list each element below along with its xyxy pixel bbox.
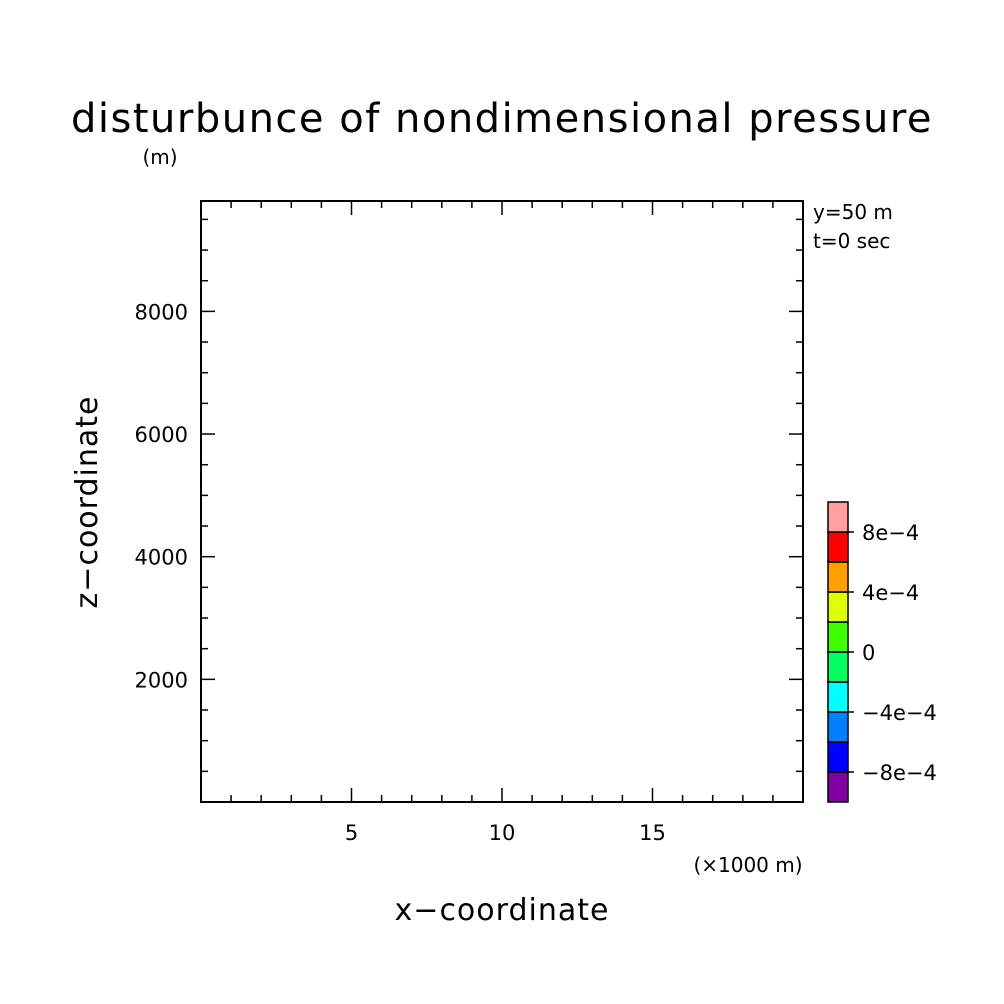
colorbar (827, 501, 849, 803)
chart-title: disturbunce of nondimensional pressure (71, 96, 933, 142)
x-tick-label: 10 (489, 821, 516, 845)
colorbar-swatch (827, 531, 849, 563)
y-tick-label: 8000 (135, 300, 188, 324)
colorbar-swatch (827, 651, 849, 683)
colorbar-swatch (827, 621, 849, 653)
colorbar-label: −8e−4 (862, 761, 937, 785)
colorbar-swatch (827, 501, 849, 533)
colorbar-swatch (827, 681, 849, 713)
colorbar-label: 4e−4 (862, 581, 919, 605)
y-tick-label: 2000 (135, 668, 188, 692)
colorbar-label: −4e−4 (862, 701, 937, 725)
colorbar-swatch (827, 711, 849, 743)
plot-frame (200, 200, 804, 803)
y-tick-labels: 2000 4000 6000 8000 (135, 300, 188, 692)
colorbar-swatch (827, 591, 849, 623)
y-tick-label: 6000 (135, 423, 188, 447)
colorbar-swatch (827, 561, 849, 593)
colorbar-label: 0 (862, 641, 875, 665)
tick-marks (201, 201, 803, 802)
colorbar-swatch (827, 771, 849, 803)
x-tick-label: 5 (345, 821, 358, 845)
annotation-time: t=0 sec (813, 229, 890, 253)
colorbar-labels: −8e−4 −4e−4 0 4e−4 8e−4 (848, 521, 937, 785)
x-axis-label: x−coordinate (395, 893, 610, 928)
y-tick-label: 4000 (135, 546, 188, 570)
x-tick-labels: 5 10 15 (345, 821, 666, 845)
x-axis-unit: (×1000 m) (693, 853, 802, 877)
x-tick-label: 15 (639, 821, 666, 845)
annotation-y-position: y=50 m (813, 200, 893, 224)
y-axis-unit: (m) (142, 145, 177, 169)
colorbar-label: 8e−4 (862, 521, 919, 545)
y-axis-label: z−coordinate (70, 396, 105, 609)
colorbar-swatch (827, 741, 849, 773)
